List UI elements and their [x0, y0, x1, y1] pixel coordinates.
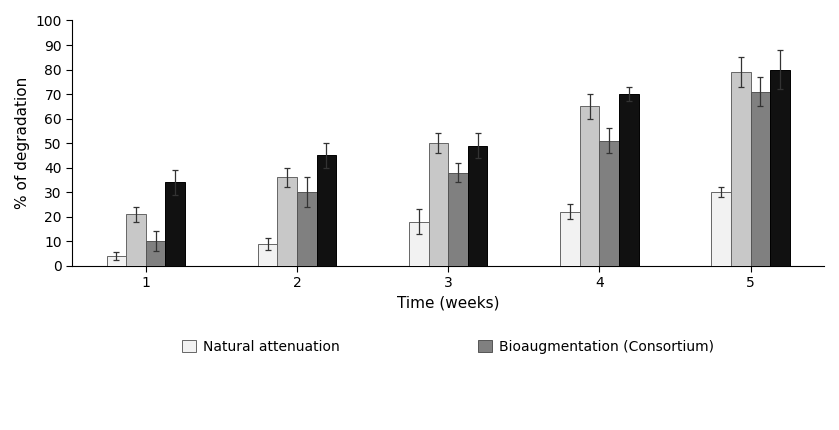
- X-axis label: Time (weeks): Time (weeks): [397, 296, 499, 311]
- Y-axis label: % of degradation: % of degradation: [15, 77, 30, 209]
- Legend: Natural attenuation, Bioaugmentation (Consortium): Natural attenuation, Bioaugmentation (Co…: [176, 334, 720, 359]
- Bar: [448, 172, 468, 266]
- Bar: [126, 214, 146, 266]
- Bar: [429, 143, 448, 266]
- Bar: [409, 221, 429, 266]
- Bar: [731, 72, 751, 266]
- Bar: [580, 106, 599, 266]
- Bar: [599, 141, 619, 266]
- Bar: [278, 178, 297, 266]
- Bar: [560, 212, 580, 266]
- Bar: [468, 146, 487, 266]
- Bar: [165, 182, 185, 266]
- Bar: [619, 94, 638, 266]
- Bar: [107, 256, 126, 266]
- Bar: [297, 192, 316, 266]
- Bar: [711, 192, 731, 266]
- Bar: [770, 70, 789, 266]
- Bar: [258, 244, 278, 266]
- Bar: [751, 92, 770, 266]
- Bar: [316, 155, 336, 266]
- Bar: [146, 241, 165, 266]
